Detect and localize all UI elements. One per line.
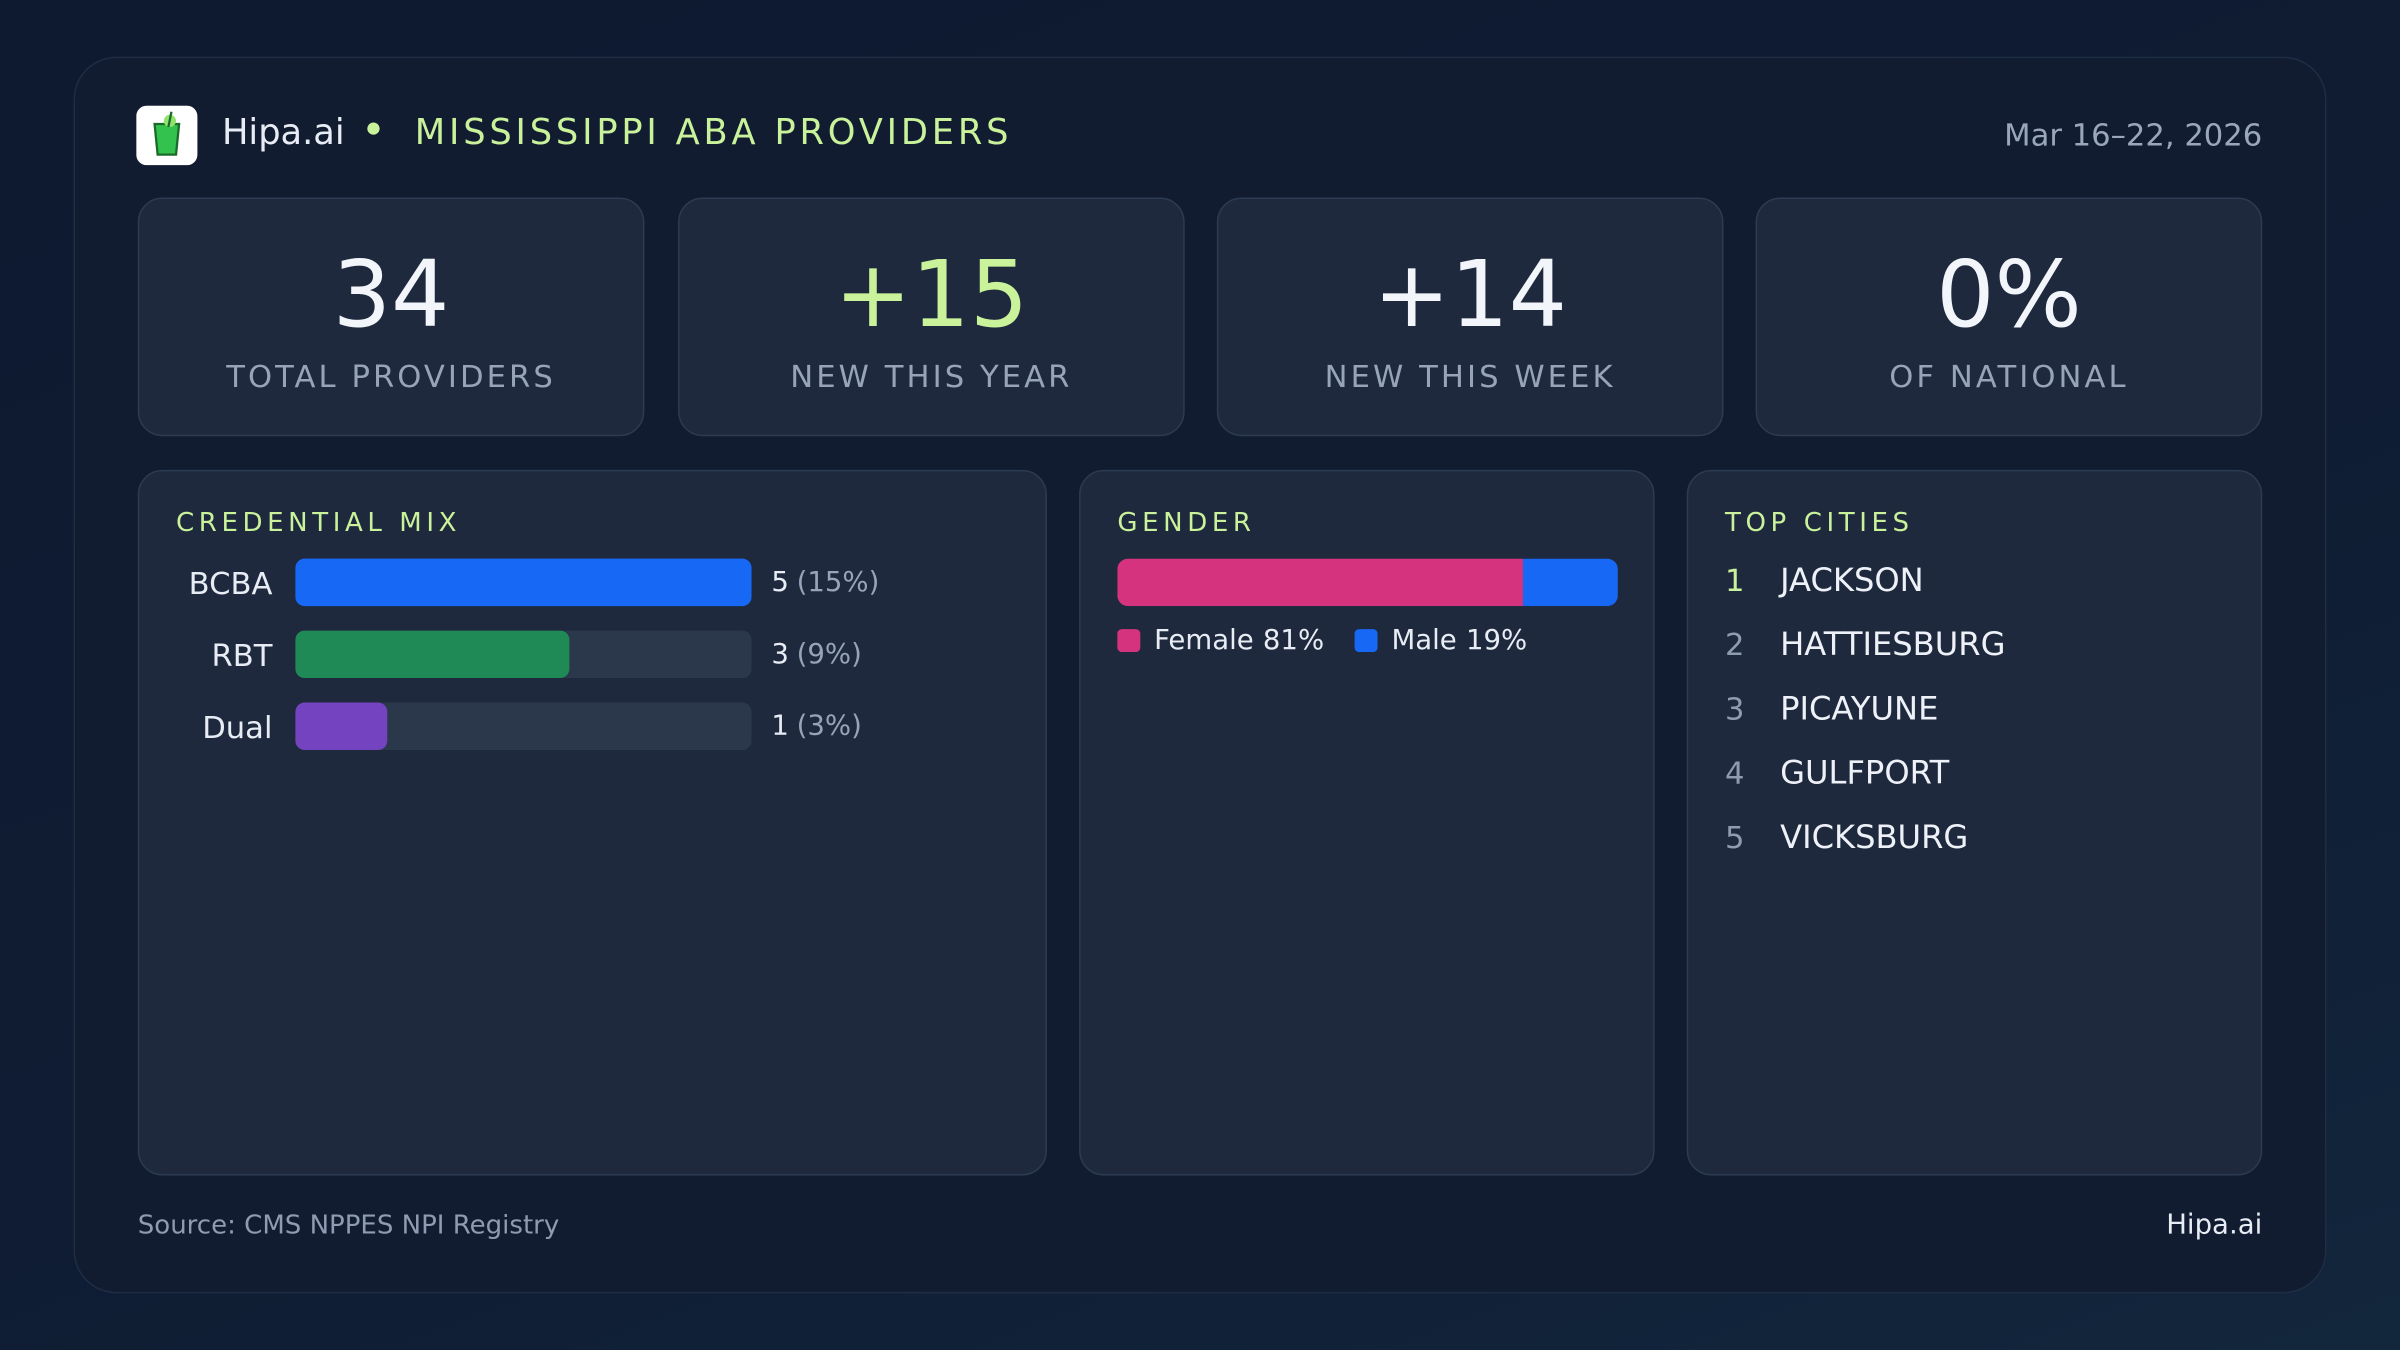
- city-rank: 2: [1724, 626, 1745, 663]
- bar-value: 1 (3%): [771, 709, 861, 746]
- source: Source: CMS NPPES NPI Registry: [137, 1210, 560, 1242]
- date-range: Mar 16–22, 2026: [2004, 116, 2263, 154]
- brand: Hipa.ai: [221, 113, 345, 154]
- kpi-value: +15: [834, 241, 1029, 349]
- kpi-card: 34 TOTAL PROVIDERS: [137, 197, 645, 437]
- cities-panel: TOP CITIES 1 JACKSON 2 HATTIESBURG 3 PICAYUNE…: [1686, 469, 2263, 1176]
- gender-panel: GENDER Female 81% Male 19%: [1079, 469, 1655, 1176]
- legend-item: Male 19%: [1354, 624, 1528, 657]
- bar-track: [295, 558, 752, 607]
- city-name: HATTIESBURG: [1780, 626, 2006, 663]
- city-name: JACKSON: [1780, 561, 1924, 599]
- bar-value: 3 (9%): [771, 637, 861, 674]
- bar: [295, 558, 752, 607]
- kpi-value: 0%: [1936, 241, 2082, 349]
- city-rank: 3: [1724, 690, 1745, 728]
- city-name: GULFPORT: [1780, 754, 1950, 792]
- legend-name: Male: [1391, 624, 1457, 657]
- bar-label: RBT: [211, 636, 273, 674]
- bar-label: BCBA: [188, 564, 273, 602]
- gender-bar: [1117, 558, 1618, 607]
- bar: [295, 630, 570, 679]
- logo: [136, 105, 198, 166]
- kpi-label: NEW THIS YEAR: [790, 358, 1073, 395]
- gender-segment: [1117, 558, 1523, 607]
- city-rank: 1: [1724, 561, 1745, 599]
- city-rank: 4: [1724, 754, 1745, 792]
- legend-item: Female 81%: [1117, 624, 1325, 657]
- legend-swatch: [1354, 629, 1378, 653]
- panel-title: TOP CITIES: [1724, 508, 1914, 539]
- bar-label: Dual: [202, 708, 273, 746]
- bar-track: [295, 702, 752, 750]
- panel-title: CREDENTIAL MIX: [176, 508, 462, 539]
- kpi-card: +14 NEW THIS WEEK: [1216, 197, 1724, 437]
- gender-segment: [1522, 558, 1618, 607]
- kpi-label: OF NATIONAL: [1889, 358, 2129, 395]
- city-name: PICAYUNE: [1780, 690, 1939, 728]
- legend-name: Female: [1154, 624, 1254, 657]
- count: 5: [771, 566, 789, 599]
- kpi-label: NEW THIS WEEK: [1324, 358, 1616, 395]
- share: (15%): [796, 566, 880, 599]
- legend-value: 19%: [1465, 624, 1528, 657]
- count: 3: [771, 638, 789, 671]
- city-name: VICKSBURG: [1780, 818, 1969, 856]
- legend-swatch: [1117, 629, 1141, 653]
- city-rank: 5: [1724, 818, 1745, 856]
- kpi-label: TOTAL PROVIDERS: [226, 358, 556, 395]
- footer-brand: Hipa.ai: [2166, 1209, 2263, 1242]
- bar: [295, 702, 387, 750]
- bar-track: [295, 630, 752, 679]
- count: 1: [771, 710, 789, 743]
- panel-title: GENDER: [1117, 508, 1256, 539]
- share: (9%): [796, 638, 862, 671]
- credential-panel: CREDENTIAL MIX BCBA 5 (15%) RBT 3 (9%) Dual 1 (3…: [137, 469, 1047, 1176]
- kpi-value: +14: [1373, 241, 1568, 349]
- kpi-value: 34: [332, 241, 450, 349]
- gender-legend: Female 81% Male 19%: [1117, 624, 1528, 657]
- kpi-card: 0% OF NATIONAL: [1755, 197, 2263, 437]
- kpi-card: +15 NEW THIS YEAR: [678, 197, 1185, 437]
- legend-value: 81%: [1262, 624, 1325, 657]
- bar-value: 5 (15%): [771, 565, 879, 602]
- dashboard-title: MISSISSIPPI ABA PROVIDERS: [414, 113, 1013, 154]
- share: (3%): [796, 710, 862, 743]
- separator-dot: [367, 122, 380, 135]
